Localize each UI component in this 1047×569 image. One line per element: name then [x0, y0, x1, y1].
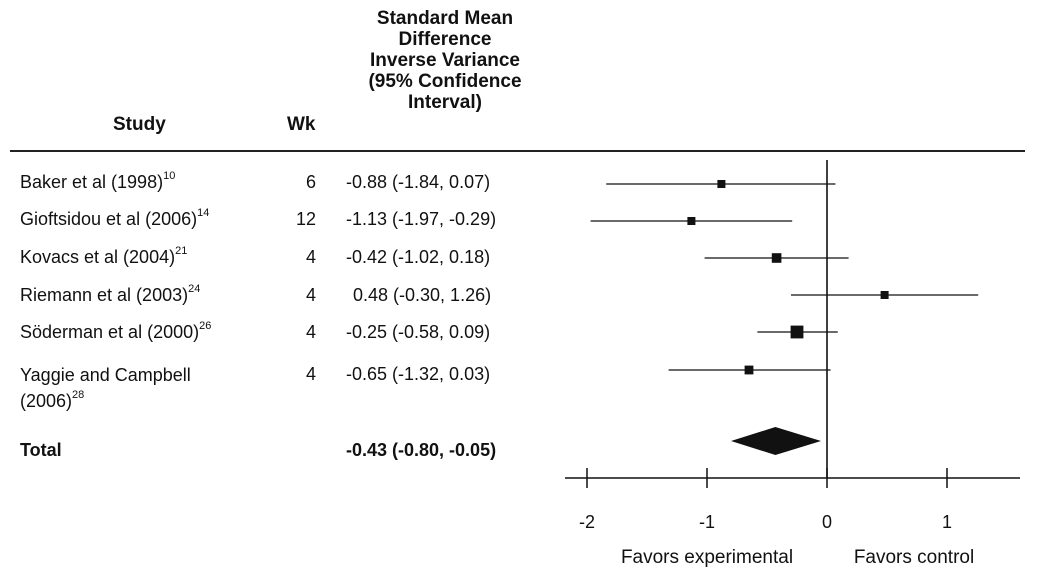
favors-control-label: Favors control [854, 547, 974, 568]
week-value: 4 [305, 364, 316, 384]
study-name: Riemann et al (2003)24 [20, 283, 201, 305]
week-value: 6 [305, 172, 316, 192]
effect-ci-value: 0.48 (-0.30, 1.26) [353, 285, 492, 305]
effect-ci-value: -0.88 (-1.84, 0.07) [346, 172, 491, 192]
effect-header-line: Interval) [408, 92, 482, 113]
effect-header-line: Difference [398, 29, 492, 50]
reference-number: 14 [197, 207, 210, 219]
effect-ci-value: -0.25 (-0.58, 0.09) [346, 322, 491, 342]
study-column-header: Study [113, 114, 166, 135]
study-name: Baker et al (1998)10 [20, 170, 176, 192]
study-name: Yaggie and Campbell (2006)28 [20, 364, 191, 412]
reference-number: 10 [163, 170, 176, 182]
week-value: 4 [305, 285, 316, 305]
effect-header-line: (95% Confidence [368, 71, 522, 92]
x-axis-tick-label: 0 [822, 512, 832, 532]
study-name-line: Yaggie and Campbell [20, 365, 191, 385]
study-name: Söderman et al (2000)26 [20, 320, 212, 342]
study-name-line: (2006)28 [20, 389, 85, 411]
effect-header-line: Standard Mean [376, 8, 514, 29]
x-axis-tick-label: -1 [699, 512, 715, 532]
header-divider [10, 150, 1025, 152]
point-estimate-marker [771, 253, 782, 263]
reference-number: 28 [72, 389, 85, 401]
total-effect-ci-value: -0.43 (-0.80, -0.05) [346, 440, 497, 460]
x-axis-tick-label: 1 [942, 512, 952, 532]
reference-number: 26 [199, 320, 212, 332]
effect-column-header: Standard Mean Difference Inverse Varianc… [345, 8, 545, 113]
favors-experimental-label: Favors experimental [621, 547, 793, 568]
reference-number: 24 [188, 283, 201, 295]
effect-ci-value: -0.65 (-1.32, 0.03) [346, 364, 491, 384]
effect-ci-value: -0.42 (-1.02, 0.18) [346, 247, 491, 267]
wk-column-header: Wk [287, 114, 316, 135]
pooled-estimate-diamond [731, 427, 821, 455]
reference-number: 21 [175, 245, 188, 257]
point-estimate-marker [717, 180, 726, 188]
study-name: Kovacs et al (2004)21 [20, 245, 188, 267]
week-value: 4 [305, 247, 316, 267]
point-estimate-marker [880, 291, 889, 299]
total-label: Total [20, 440, 62, 460]
week-value: 4 [305, 322, 316, 342]
effect-header-line: Inverse Variance [370, 50, 520, 71]
point-estimate-marker [744, 365, 754, 375]
study-name: Gioftsidou et al (2006)14 [20, 207, 210, 229]
point-estimate-marker [790, 325, 804, 339]
effect-ci-value: -1.13 (-1.97, -0.29) [346, 209, 497, 229]
x-axis-tick-label: -2 [579, 512, 595, 532]
point-estimate-marker [687, 217, 696, 225]
week-value: 12 [295, 209, 316, 229]
